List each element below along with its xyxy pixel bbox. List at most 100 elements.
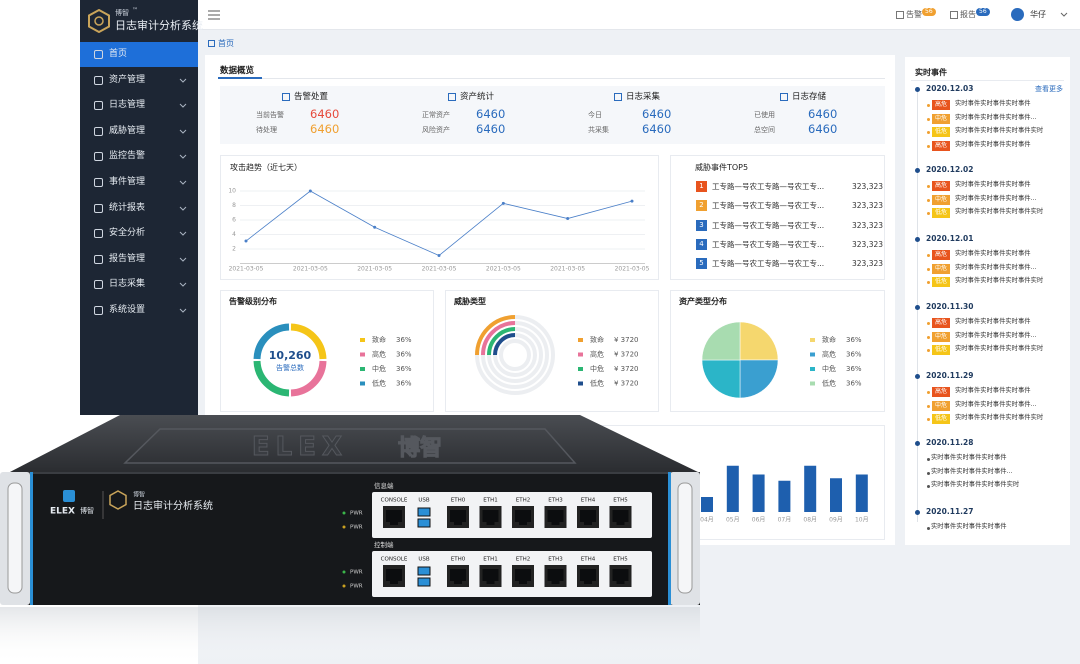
- item-dot: [927, 144, 930, 148]
- bar: [726, 465, 739, 512]
- card-row-value: 6460: [476, 122, 506, 136]
- avatar[interactable]: [1011, 8, 1024, 21]
- topbar-label[interactable]: 报告: [960, 10, 976, 19]
- item-text[interactable]: 实时事件实时事件实时事件: [955, 100, 1031, 107]
- item-text[interactable]: 实时事件实时事件实时事件...: [955, 194, 1037, 202]
- port-label: USB: [418, 498, 430, 504]
- tab-underline: [218, 78, 885, 79]
- menu-label: 系统设置: [109, 305, 146, 315]
- menu-item[interactable]: 安全分析: [80, 221, 198, 246]
- timeline-date: 2020.12.01: [926, 234, 974, 243]
- realtime-panel: [905, 57, 1070, 545]
- item-text[interactable]: 实时事件实时事件实时事件: [955, 140, 1031, 148]
- breadcrumb[interactable]: 首页: [218, 39, 234, 48]
- rank-name: 工专路—号农工专路—号农工专...: [712, 239, 825, 249]
- topbar-label[interactable]: 告警: [906, 10, 922, 19]
- chevron: [179, 103, 187, 108]
- item-text[interactable]: 实时事件实时事件实时事件: [955, 387, 1031, 394]
- menu-item[interactable]: 统计报表: [80, 196, 198, 221]
- bar: [778, 480, 791, 512]
- item-text[interactable]: 实时事件实时事件实时事件...: [955, 400, 1037, 408]
- menu-label: 统计报表: [109, 202, 146, 213]
- item-text[interactable]: 实时事件实时事件实时事件实时: [931, 481, 1020, 488]
- menu-item[interactable]: 首页: [80, 42, 198, 67]
- card-row-value: 6460: [642, 107, 672, 121]
- chevron: [179, 206, 187, 211]
- item-text[interactable]: 实时事件实时事件实时事件实时: [955, 208, 1044, 215]
- menu-item[interactable]: 系统设置: [80, 298, 198, 323]
- item-text[interactable]: 实时事件实时事件实时事件...: [931, 467, 1013, 475]
- level-badge: 中危: [932, 113, 951, 124]
- item-text[interactable]: 实时事件实时事件实时事件实时: [955, 414, 1044, 421]
- item-text[interactable]: 实时事件实时事件实时事件实时: [955, 345, 1044, 352]
- port-socket: [515, 569, 531, 581]
- menu-item[interactable]: 日志采集: [80, 272, 198, 297]
- menu-label: 监控告警: [109, 151, 146, 162]
- port-group-label: 信息端: [374, 481, 394, 490]
- trend-point: [437, 254, 441, 258]
- port-socket: [450, 569, 466, 581]
- menu-item[interactable]: 威胁管理: [80, 119, 198, 144]
- more-link[interactable]: 查看更多: [1035, 85, 1063, 93]
- item-text[interactable]: 实时事件实时事件实时事件...: [955, 331, 1037, 339]
- topbar-badge: 56: [976, 8, 990, 16]
- item-dot: [927, 104, 930, 107]
- port-notch: [519, 581, 527, 584]
- legend-swatch: [810, 352, 815, 357]
- legend-label: 低危: [822, 379, 836, 388]
- menu-item[interactable]: 日志管理: [80, 93, 198, 118]
- menu-chevron: [179, 78, 187, 83]
- item-text[interactable]: 实时事件实时事件实时事件: [955, 250, 1031, 257]
- trend-point: [308, 189, 312, 193]
- level-badge: 高危: [932, 181, 951, 191]
- legend-swatch: [810, 381, 815, 386]
- item-text[interactable]: 实时事件实时事件实时事件实时: [955, 277, 1044, 284]
- timeline-dot: [915, 87, 920, 92]
- tab[interactable]: 数据概览: [220, 66, 255, 76]
- rank-name: 工专路—号农工专路—号农工专...: [712, 220, 825, 230]
- port-notch: [390, 522, 398, 525]
- logo-brand: 博智: [115, 9, 129, 17]
- port-socket: [386, 510, 402, 522]
- timeline-date: 2020.12.02: [926, 165, 974, 174]
- item-text[interactable]: 实时事件实时事件实时事件实时: [955, 127, 1044, 134]
- chevron: [179, 257, 187, 262]
- item-text[interactable]: 实时事件实时事件实时事件: [931, 454, 1007, 461]
- item-text[interactable]: 实时事件实时事件实时事件...: [955, 263, 1037, 271]
- menu-item[interactable]: 事件管理: [80, 170, 198, 195]
- level-badge: 中危: [932, 400, 951, 411]
- item-text[interactable]: 实时事件实时事件实时事件: [955, 181, 1031, 188]
- radial-arc: [481, 321, 516, 356]
- legend-label: 中危: [822, 364, 836, 373]
- card-row-value: 6460: [808, 122, 838, 136]
- menu-item[interactable]: 监控告警: [80, 144, 198, 169]
- legend-swatch: [810, 338, 815, 342]
- user-name[interactable]: 华仔: [1030, 10, 1046, 19]
- donut-segment: [290, 323, 327, 360]
- menu-item[interactable]: 资产管理: [80, 68, 198, 93]
- legend-value: ¥ 3720: [614, 336, 639, 344]
- donut-segment: [253, 360, 290, 397]
- item-text[interactable]: 实时事件实时事件实时事件...: [955, 113, 1037, 121]
- item-text[interactable]: 实时事件实时事件实时事件: [955, 318, 1031, 325]
- item-dot: [927, 185, 930, 188]
- front-logo-product: 日志审计分析系统: [133, 499, 213, 512]
- level-badge: 低危: [932, 277, 951, 287]
- donut-total: 10,260: [269, 349, 312, 362]
- menu-item[interactable]: 报告管理: [80, 247, 198, 272]
- rank-value: 323,323: [852, 239, 884, 249]
- legend-label: 中危: [372, 364, 386, 373]
- y-tick-label: 10: [228, 188, 236, 195]
- legend-value: 36%: [396, 336, 412, 344]
- level-badge: 高危: [932, 100, 951, 110]
- item-dot: [927, 322, 930, 325]
- topbar-icon: [950, 11, 958, 19]
- card-icon: [448, 93, 456, 101]
- trend-point: [373, 225, 377, 229]
- timeline-date: 2020.11.28: [926, 438, 974, 447]
- y-tick-label: 2: [232, 246, 236, 253]
- pie-slice: [701, 359, 741, 399]
- rank-badge: 4: [696, 238, 707, 250]
- card-icon: [614, 93, 622, 101]
- item-text[interactable]: 实时事件实时事件实时事件: [931, 523, 1007, 530]
